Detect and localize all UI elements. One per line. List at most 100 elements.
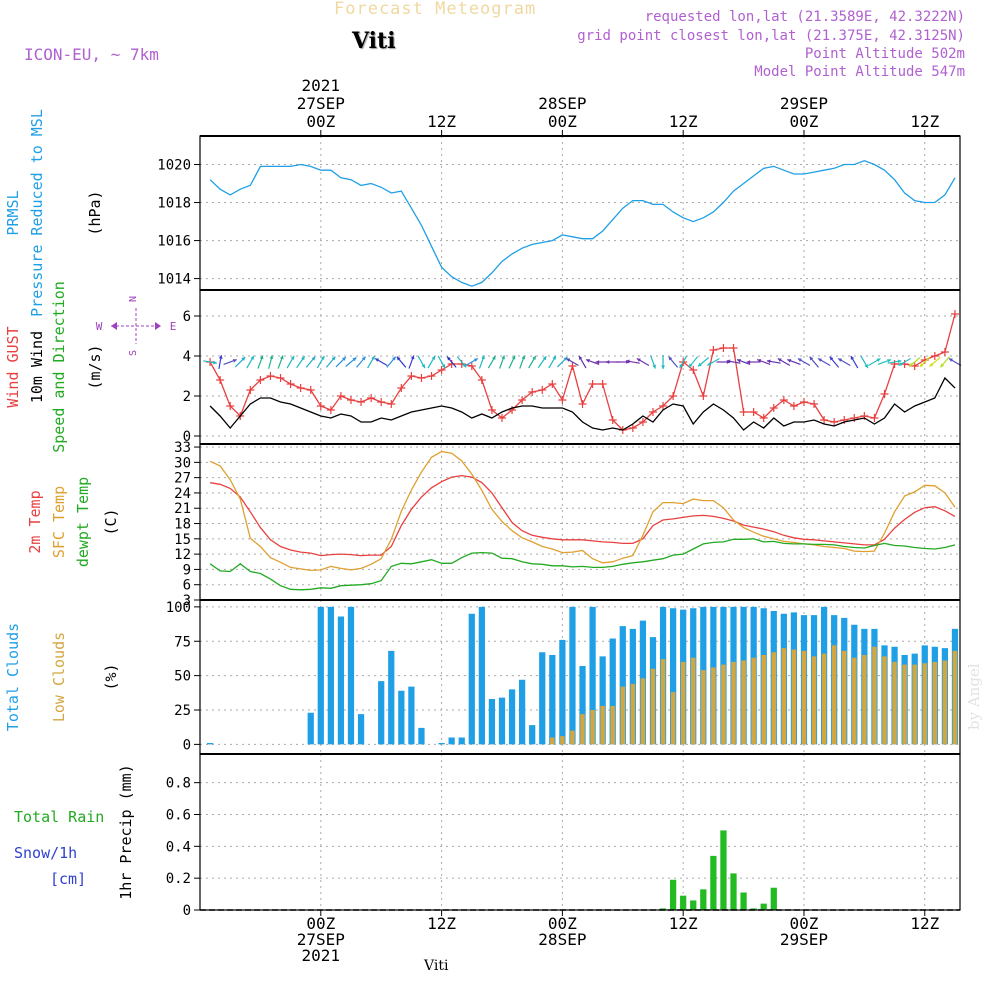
time-label-bottom: 12Z bbox=[427, 914, 456, 933]
wind-arrow bbox=[417, 355, 426, 369]
wind-arrow-head bbox=[218, 355, 223, 359]
gust-marker bbox=[427, 372, 436, 380]
wind-arrow bbox=[948, 357, 962, 367]
axis-label-pressure-2: (hPa) bbox=[86, 190, 104, 235]
wind-arrow bbox=[367, 355, 376, 369]
y-tick-label: 0 bbox=[183, 429, 191, 445]
bar-clouds-low bbox=[821, 653, 827, 745]
wind-arrow bbox=[528, 355, 537, 369]
axis-label-clouds-2: (%) bbox=[102, 663, 120, 690]
gust-marker bbox=[246, 386, 255, 394]
bar-clouds-low bbox=[811, 656, 817, 745]
wind-arrow bbox=[697, 357, 710, 367]
bar-clouds-low bbox=[791, 649, 797, 745]
wind-arrow-head bbox=[473, 358, 478, 362]
gust-marker bbox=[598, 380, 607, 388]
wind-arrow-head bbox=[898, 362, 903, 366]
wind-arrow-head bbox=[940, 363, 945, 368]
wind-arrow-head bbox=[375, 358, 380, 362]
gust-marker bbox=[467, 362, 476, 370]
wind-arrow bbox=[636, 357, 650, 367]
wind-arrow-head bbox=[579, 355, 583, 360]
time-label-top: 2021 bbox=[302, 76, 341, 95]
y-tick-label: 1020 bbox=[157, 158, 191, 174]
wind-arrow bbox=[499, 355, 505, 369]
wind-arrow bbox=[668, 356, 679, 368]
time-label-top: 29SEP bbox=[780, 94, 828, 113]
panel-wind: Wind GUST 10m Wind Speed and Direction (m/s… bbox=[4, 281, 962, 453]
bar-clouds-low bbox=[600, 705, 605, 745]
bar-clouds-total bbox=[539, 652, 546, 745]
wind-arrow bbox=[707, 357, 720, 367]
y-tick-label: 75 bbox=[174, 634, 191, 650]
y-tick-label: 50 bbox=[174, 669, 191, 685]
wind-arrow bbox=[877, 359, 892, 365]
wind-arrow bbox=[919, 356, 931, 368]
bar-clouds-low bbox=[701, 670, 706, 745]
wind-arrow bbox=[335, 356, 347, 368]
bar-clouds-low bbox=[741, 660, 746, 745]
footer-location: Viti bbox=[424, 958, 449, 974]
bar-clouds-total bbox=[508, 689, 516, 745]
gust-marker bbox=[830, 418, 839, 426]
time-label-top: 28SEP bbox=[538, 94, 586, 113]
gust-marker bbox=[779, 396, 788, 404]
gust-marker bbox=[799, 398, 808, 406]
bar-clouds-total bbox=[478, 606, 485, 745]
time-label-bottom: 29SEP bbox=[780, 930, 828, 949]
bar-clouds-low bbox=[680, 661, 686, 745]
bar-clouds-total bbox=[448, 737, 455, 745]
wind-arrow bbox=[223, 359, 237, 365]
time-label-top: 12Z bbox=[427, 112, 456, 131]
bar-clouds-total bbox=[488, 699, 496, 745]
y-tick-label: 18 bbox=[174, 517, 191, 533]
panel-pressure: PRMSL Pressure Reduced to MSL (hPa) bbox=[4, 109, 961, 317]
wind-arrow-head bbox=[797, 358, 802, 362]
precip-side-label-1: Snow/1h bbox=[14, 844, 77, 862]
bar-clouds-low bbox=[932, 661, 938, 745]
gust-marker bbox=[870, 414, 879, 422]
wind-arrow-head bbox=[777, 358, 782, 362]
compass-w: W bbox=[96, 320, 103, 333]
gust-marker bbox=[518, 396, 527, 404]
wind-arrow-head bbox=[331, 356, 336, 361]
wind-arrow bbox=[345, 357, 357, 367]
wind-arrow-head bbox=[838, 358, 843, 362]
wind-arrow-head bbox=[668, 356, 673, 361]
bar-clouds-total bbox=[337, 616, 345, 745]
gust-marker bbox=[336, 392, 345, 400]
bar-clouds-low bbox=[942, 660, 948, 745]
y-tick-label: 24 bbox=[174, 486, 191, 502]
point-altitude: Point Altitude 502m bbox=[804, 46, 965, 62]
wind-arrow-head bbox=[447, 356, 451, 361]
gust-marker bbox=[709, 346, 718, 354]
bar-clouds-total bbox=[498, 697, 506, 745]
bar-clouds-total bbox=[206, 743, 214, 745]
wind-arrow-head bbox=[850, 355, 855, 360]
wind-arrow bbox=[386, 356, 397, 368]
wind-arrow-head bbox=[492, 355, 496, 360]
wind-arrow bbox=[286, 355, 295, 369]
wind-arrow bbox=[234, 356, 246, 368]
wind-arrow bbox=[860, 355, 869, 369]
bar-clouds-total bbox=[619, 626, 626, 745]
gust-marker bbox=[487, 406, 496, 414]
time-label-top: 12Z bbox=[910, 112, 939, 131]
gust-marker bbox=[749, 408, 758, 416]
y-tick-label: 30 bbox=[174, 455, 191, 471]
bar-clouds-total bbox=[327, 606, 334, 745]
compass-arrowheads bbox=[111, 322, 161, 330]
wind-arrow-head bbox=[897, 359, 902, 364]
wind-arrow bbox=[557, 356, 568, 368]
bar-precip-rain bbox=[680, 895, 687, 910]
wind-arrow bbox=[325, 356, 336, 368]
y-tick-label: 12 bbox=[174, 547, 191, 563]
wind-arrow bbox=[487, 355, 496, 369]
model-label: ICON-EU, ~ 7km bbox=[24, 45, 159, 64]
grid-point-coords: grid point closest lon,lat (21.375E, 42.… bbox=[577, 28, 965, 44]
gust-marker bbox=[850, 414, 859, 422]
bar-clouds-total bbox=[589, 606, 596, 745]
wind-arrow bbox=[766, 359, 781, 364]
bar-clouds-low bbox=[580, 714, 585, 745]
